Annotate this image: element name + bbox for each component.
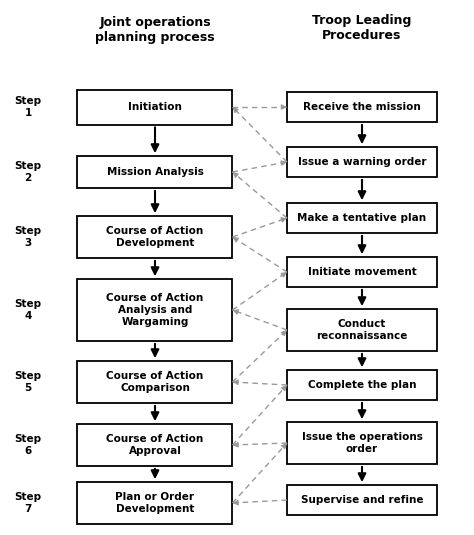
Text: Step
1: Step 1 [14, 96, 42, 118]
Text: Issue a warning order: Issue a warning order [298, 157, 426, 167]
FancyBboxPatch shape [287, 422, 437, 464]
FancyBboxPatch shape [78, 482, 233, 524]
Text: Plan or Order
Development: Plan or Order Development [116, 492, 194, 514]
Text: Conduct
reconnaissance: Conduct reconnaissance [316, 319, 408, 341]
Text: Course of Action
Development: Course of Action Development [106, 226, 204, 248]
Text: Initiate movement: Initiate movement [308, 267, 416, 277]
Text: Step
3: Step 3 [14, 226, 42, 248]
FancyBboxPatch shape [78, 216, 233, 258]
Text: Course of Action
Approval: Course of Action Approval [106, 434, 204, 456]
Text: Initiation: Initiation [128, 102, 182, 112]
Text: Course of Action
Analysis and
Wargaming: Course of Action Analysis and Wargaming [106, 293, 204, 326]
Text: Course of Action
Comparison: Course of Action Comparison [106, 371, 204, 393]
Text: Make a tentative plan: Make a tentative plan [298, 213, 427, 223]
Text: Step
4: Step 4 [14, 299, 42, 321]
FancyBboxPatch shape [287, 92, 437, 122]
Text: Issue the operations
order: Issue the operations order [301, 432, 422, 454]
FancyBboxPatch shape [78, 361, 233, 403]
FancyBboxPatch shape [287, 257, 437, 287]
FancyBboxPatch shape [78, 89, 233, 125]
Text: Troop Leading
Procedures: Troop Leading Procedures [312, 14, 412, 42]
Text: Step
6: Step 6 [14, 434, 42, 456]
FancyBboxPatch shape [78, 424, 233, 466]
Text: Step
5: Step 5 [14, 371, 42, 393]
Text: Complete the plan: Complete the plan [308, 380, 416, 390]
Text: Mission Analysis: Mission Analysis [107, 167, 203, 177]
FancyBboxPatch shape [287, 203, 437, 233]
Text: Joint operations
planning process: Joint operations planning process [95, 16, 215, 44]
FancyBboxPatch shape [78, 279, 233, 341]
FancyBboxPatch shape [287, 147, 437, 177]
Text: Supervise and refine: Supervise and refine [301, 495, 423, 505]
Text: Receive the mission: Receive the mission [303, 102, 421, 112]
FancyBboxPatch shape [287, 485, 437, 515]
FancyBboxPatch shape [287, 309, 437, 351]
Text: Step
2: Step 2 [14, 161, 42, 183]
FancyBboxPatch shape [78, 156, 233, 188]
FancyBboxPatch shape [287, 370, 437, 400]
Text: Step
7: Step 7 [14, 492, 42, 514]
